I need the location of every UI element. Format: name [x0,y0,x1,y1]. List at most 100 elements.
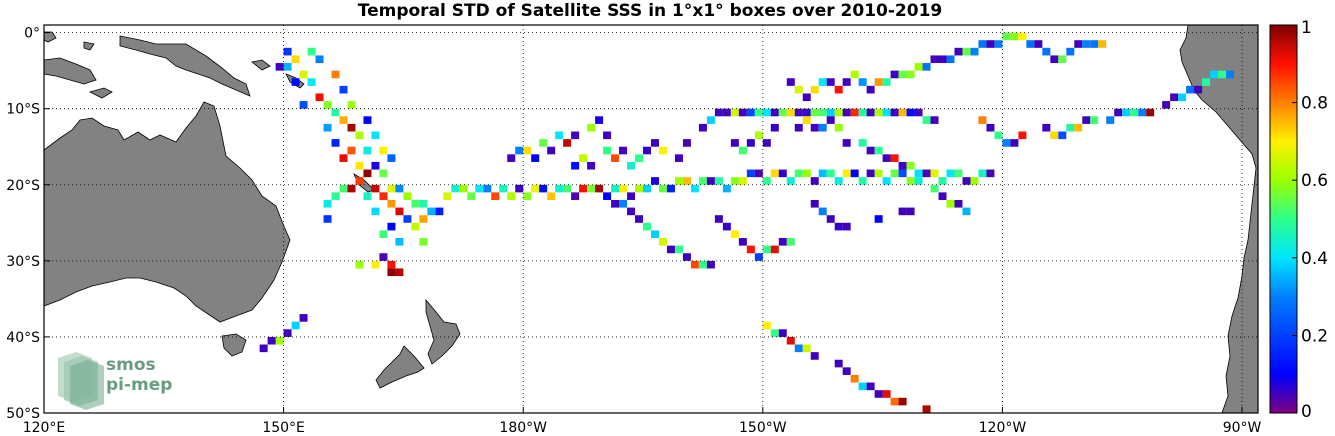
std-cell [818,169,827,178]
colorbar-ticks: 0 0.2 0.4 0.6 0.8 1 [1292,18,1328,422]
std-cell [746,169,755,178]
std-cell [595,116,604,124]
std-cell [778,169,787,178]
std-cell [978,40,987,48]
std-cell [635,184,644,193]
std-cell [1058,55,1067,64]
std-cell [826,215,835,223]
std-cell [890,169,899,178]
std-cell [1074,40,1083,48]
std-cell [762,108,771,117]
landmasses [43,24,1259,414]
std-cell [387,184,396,193]
std-cell [619,199,628,208]
std-cell [946,199,955,208]
std-cell [978,169,987,178]
std-cell [914,108,923,117]
std-cell [627,161,636,170]
std-cell [922,169,931,178]
std-cell [842,169,851,178]
std-cell [523,146,532,155]
std-cell [738,146,747,155]
timor-land [88,87,113,99]
std-cell [307,47,316,56]
std-cell [834,108,843,117]
std-cell [882,177,891,185]
std-cell [826,169,835,178]
std-cell [547,192,556,200]
std-cell [619,146,628,155]
std-cell [786,108,795,117]
std-cell [387,268,396,277]
std-cell [794,85,803,94]
std-cell [1106,116,1115,124]
std-cell [922,116,931,124]
std-cell [1018,131,1027,140]
std-cell [355,131,364,140]
std-cell [491,192,500,200]
y-tick-label: 40°S [6,330,40,346]
std-cell [1202,78,1211,86]
std-cell [778,329,787,337]
new-zealand-south-land [375,345,425,389]
std-cell [603,146,612,155]
std-cell [914,169,923,178]
std-cell [842,78,851,86]
std-cell [786,177,795,185]
std-cell [882,390,891,398]
std-cell [842,367,851,375]
std-cell [1090,40,1099,48]
std-cell [898,397,907,406]
std-cell [419,238,428,246]
std-cell [762,321,771,330]
std-cell [914,63,923,71]
std-cell [315,55,324,64]
chart-title: Temporal STD of Satellite SSS in 1°x1° b… [358,1,943,21]
std-cell [802,169,811,178]
std-cell [1146,108,1155,117]
std-cell [1050,131,1059,140]
std-cell [906,70,915,79]
std-cell [754,253,763,261]
std-cell [1066,123,1075,132]
map-panel: 120°E 150°E 180°W 150°W 120°W 90°W 0° 10°S 20°S… [6,24,1262,436]
colorbar-tick-label: 0 [1301,402,1312,422]
std-cell [834,222,843,231]
std-cell [770,169,779,178]
std-cell [898,169,907,178]
std-cell [539,139,548,147]
std-cell [371,184,380,193]
std-cell [842,139,851,147]
std-cell [379,146,388,155]
std-cell [323,101,332,109]
std-cell [627,207,636,216]
std-cell [898,207,907,216]
std-cell [643,222,651,231]
std-cell [1114,108,1123,117]
std-cell [762,245,771,254]
std-cell [834,177,843,185]
std-cell [834,85,843,94]
std-cell [858,78,867,86]
std-cell [866,382,875,391]
std-cell [842,108,851,117]
std-cell [1042,47,1051,56]
south-america-land [1179,24,1259,414]
std-cell [818,207,827,216]
std-cell [954,169,963,178]
std-cell [571,161,580,170]
std-cell [531,154,540,162]
std-cell [946,169,955,178]
std-cell [906,207,915,216]
std-cell [810,123,819,132]
std-cell [507,192,516,200]
std-cell [1178,93,1187,102]
std-cell [714,177,723,185]
std-cell [571,192,580,200]
std-cell [443,192,452,200]
std-cell [922,63,931,71]
logo-line-2: pi-mep [106,375,172,395]
new-britain-land [251,59,271,71]
std-cell [794,123,803,132]
